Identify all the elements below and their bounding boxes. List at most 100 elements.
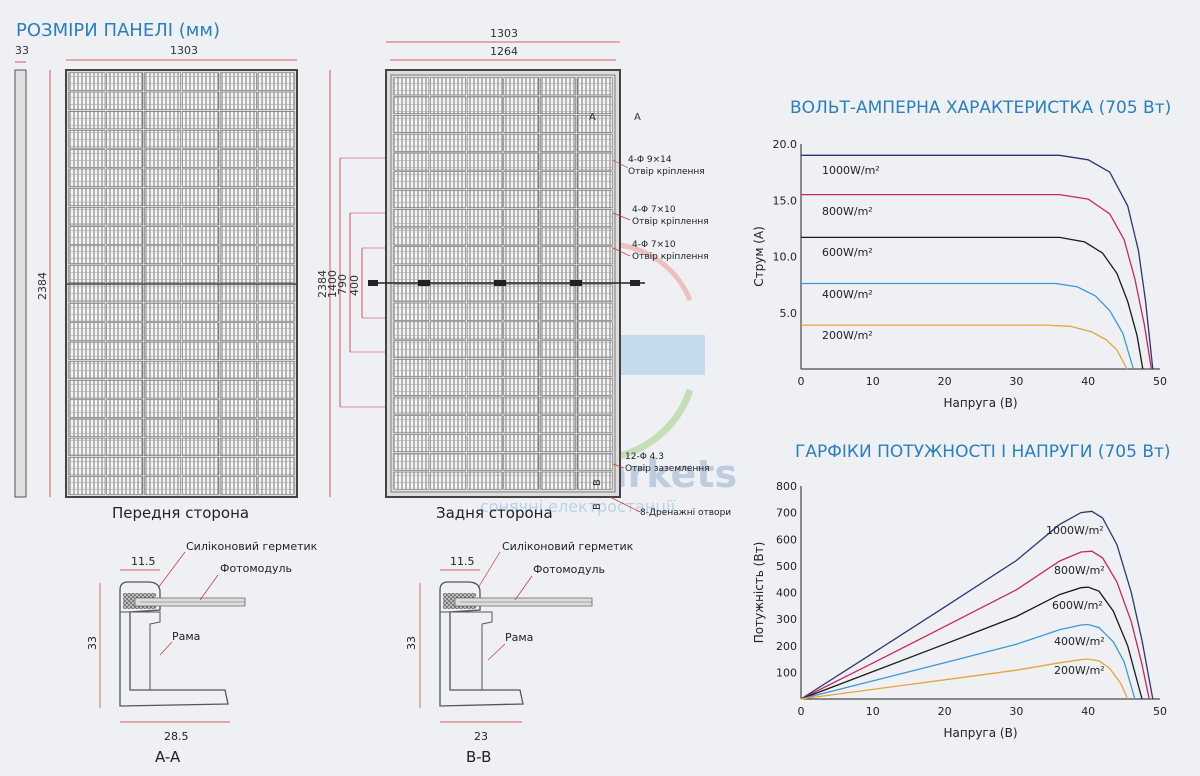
solar-cell bbox=[540, 453, 576, 471]
solar-cell bbox=[503, 171, 540, 190]
solar-cell bbox=[466, 321, 503, 340]
solar-cell bbox=[540, 302, 576, 321]
section-b-name: B-B bbox=[466, 748, 491, 766]
section-b-label-frame: Рама bbox=[505, 631, 533, 644]
solar-cell bbox=[540, 115, 576, 133]
dim-width-back-outer: 1303 bbox=[490, 27, 518, 40]
solar-cell bbox=[503, 265, 540, 283]
solar-cell bbox=[182, 457, 219, 476]
solar-cell bbox=[430, 302, 466, 321]
series-line bbox=[800, 550, 1150, 700]
solar-cell bbox=[144, 476, 181, 495]
solar-cell bbox=[430, 453, 466, 471]
dim-width-front: 1303 bbox=[170, 44, 198, 57]
section-mark-a-left: A bbox=[589, 112, 596, 123]
solar-cell bbox=[144, 91, 181, 110]
solar-cell bbox=[466, 133, 503, 152]
solar-cell bbox=[576, 171, 613, 190]
solar-cell bbox=[466, 115, 503, 133]
section-a-dim-bottom: 28.5 bbox=[164, 730, 189, 743]
solar-cell bbox=[466, 471, 503, 490]
solar-cell bbox=[576, 115, 613, 133]
solar-cell bbox=[576, 434, 613, 452]
solar-cell bbox=[68, 457, 106, 476]
section-a-label-sealant: Силіконовий герметик bbox=[186, 540, 318, 553]
section-a-label-frame: Рама bbox=[172, 630, 200, 643]
solar-cell bbox=[540, 471, 576, 490]
solar-cell bbox=[68, 187, 106, 207]
solar-cell bbox=[393, 359, 430, 377]
solar-cell bbox=[466, 415, 503, 434]
solar-cell bbox=[430, 152, 466, 171]
solar-cell bbox=[257, 226, 295, 245]
section-mark-a-right: A bbox=[634, 112, 641, 123]
solar-cell bbox=[257, 399, 295, 418]
solar-cell bbox=[144, 111, 181, 130]
section-a-a: 11.5 33 28.5 Силіконовий герметик Фотомо… bbox=[86, 540, 318, 766]
solar-cell bbox=[219, 341, 257, 360]
solar-cell bbox=[503, 115, 540, 133]
y-tick-label: 10.0 bbox=[773, 251, 798, 264]
solar-cell bbox=[182, 476, 219, 495]
solar-cell bbox=[219, 418, 257, 437]
section-b-dim-height: 33 bbox=[405, 636, 418, 650]
section-b-label-module: Фотомодуль bbox=[533, 563, 605, 576]
series-line bbox=[800, 586, 1143, 700]
solar-cell bbox=[68, 226, 106, 245]
series-line bbox=[800, 658, 1129, 700]
solar-cell bbox=[540, 227, 576, 246]
solar-cell bbox=[182, 380, 219, 399]
solar-cell bbox=[576, 133, 613, 152]
x-tick-label: 30 bbox=[1009, 375, 1023, 388]
solar-cell bbox=[430, 171, 466, 190]
solar-cell bbox=[503, 471, 540, 490]
dim-790: 790 bbox=[336, 274, 349, 295]
solar-cell bbox=[576, 152, 613, 171]
solar-cell bbox=[430, 321, 466, 340]
series-label: 200W/m² bbox=[822, 329, 873, 342]
back-panel: 1303 1264 2384 1400 790 400 bbox=[316, 27, 731, 522]
solar-cell bbox=[144, 72, 181, 91]
solar-cell bbox=[144, 284, 181, 303]
solar-cell bbox=[430, 377, 466, 396]
solar-cell bbox=[466, 77, 503, 96]
side-view: 33 bbox=[14, 44, 29, 498]
section-b-dim-bottom: 23 bbox=[474, 730, 488, 743]
solar-cell bbox=[503, 302, 540, 321]
solar-cell bbox=[430, 265, 466, 283]
hole1-spec: 4-Φ 9×14 bbox=[628, 155, 672, 165]
solar-cell bbox=[257, 284, 295, 303]
solar-cell bbox=[106, 111, 144, 130]
solar-cell bbox=[503, 190, 540, 208]
solar-cell bbox=[68, 284, 106, 303]
solar-cell bbox=[182, 187, 219, 207]
solar-cell bbox=[106, 457, 144, 476]
solar-cell bbox=[257, 360, 295, 380]
solar-cell bbox=[503, 434, 540, 452]
solar-cell bbox=[68, 168, 106, 187]
hole2-spec: 4-Φ 7×10 bbox=[632, 205, 676, 215]
watermark-tagline: сонячні електростанції bbox=[480, 497, 676, 516]
solar-cell bbox=[540, 434, 576, 452]
chart-title: ГАРФІКИ ПОТУЖНОСТІ І НАПРУГИ (705 Вт) bbox=[795, 442, 1171, 462]
y-tick-label: 600 bbox=[776, 533, 797, 546]
solar-cell bbox=[106, 72, 144, 91]
solar-cell bbox=[219, 303, 257, 322]
solar-cell bbox=[257, 322, 295, 341]
y-tick-label: 5.0 bbox=[780, 307, 798, 320]
solar-cell bbox=[393, 152, 430, 171]
series-line bbox=[800, 510, 1154, 700]
solar-cell bbox=[144, 245, 181, 264]
solar-cell bbox=[393, 171, 430, 190]
solar-cell bbox=[182, 111, 219, 130]
dim-thickness: 33 bbox=[15, 44, 29, 57]
solar-cell bbox=[503, 77, 540, 96]
solar-cell bbox=[106, 360, 144, 380]
y-tick-label: 800 bbox=[776, 480, 797, 493]
solar-cell bbox=[393, 227, 430, 246]
ground-spec: 12-Φ 4.3 bbox=[625, 452, 664, 462]
solar-cell bbox=[430, 340, 466, 359]
solar-cell bbox=[466, 340, 503, 359]
hole3-spec: 4-Φ 7×10 bbox=[632, 240, 676, 250]
